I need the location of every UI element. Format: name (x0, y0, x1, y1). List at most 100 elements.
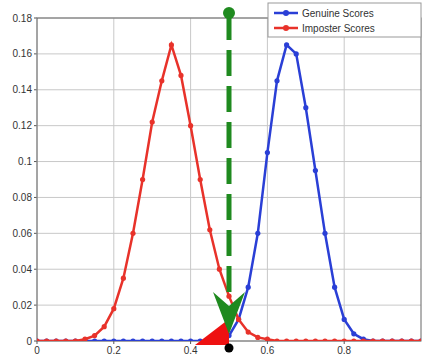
y-tick-label: 0.12 (13, 120, 33, 131)
series-marker (140, 338, 145, 341)
series-marker (198, 177, 203, 182)
series-marker (140, 177, 145, 182)
series-marker (44, 338, 49, 341)
series-marker (342, 338, 347, 341)
series-marker (399, 338, 404, 341)
series-marker (380, 338, 385, 341)
chart: 00.020.040.060.080.10.120.140.160.1800.2… (0, 0, 423, 357)
series-marker (121, 276, 126, 281)
series-marker (150, 338, 155, 341)
x-tick-label: 0 (34, 345, 40, 356)
series-marker (169, 338, 174, 341)
y-tick-label: 0.14 (13, 84, 33, 95)
series-marker (284, 338, 289, 341)
series-marker (255, 335, 260, 340)
series-marker (246, 329, 251, 334)
series-marker (390, 338, 395, 341)
series-marker (294, 338, 299, 341)
series-marker (226, 294, 231, 299)
threshold-start (223, 7, 235, 19)
series-marker (303, 105, 308, 110)
series-marker (236, 317, 241, 322)
series-marker (111, 338, 116, 341)
x-tick-label: 0.6 (260, 345, 274, 356)
series-marker (130, 338, 135, 341)
threshold-arrowhead (213, 292, 245, 334)
threshold-triangle (195, 319, 229, 345)
series-marker (409, 338, 414, 341)
series-marker (217, 267, 222, 272)
y-tick-label: 0 (26, 336, 32, 347)
series-marker (102, 338, 107, 341)
series-marker (44, 338, 49, 341)
series-marker (73, 338, 78, 341)
series-marker (351, 331, 356, 336)
series-marker (390, 338, 395, 341)
series-marker (294, 51, 299, 56)
series-marker (169, 42, 174, 47)
series-marker (159, 78, 164, 83)
series-marker (150, 119, 155, 124)
series-marker (121, 338, 126, 341)
series-marker (370, 338, 375, 341)
threshold-annotation (195, 7, 245, 353)
series-marker (322, 338, 327, 341)
series-marker (303, 338, 308, 341)
background (0, 0, 423, 357)
series-marker (284, 42, 289, 47)
legend-label: Genuine Scores (302, 8, 374, 19)
y-tick-label: 0.16 (13, 48, 33, 59)
threshold-line (227, 14, 232, 300)
series-marker (159, 338, 164, 341)
series-marker (54, 338, 59, 341)
series-marker (418, 338, 421, 341)
legend-label: Imposter Scores (302, 23, 375, 34)
series-marker (63, 338, 68, 341)
series-marker (188, 338, 193, 341)
legend-marker (283, 25, 289, 31)
series-marker (54, 338, 59, 341)
legend: Genuine Scores Imposter Scores (268, 3, 421, 37)
series-marker (37, 338, 40, 341)
y-grid-line (37, 305, 421, 306)
series-marker (274, 78, 279, 83)
x-grid-line (113, 18, 114, 341)
series-marker (82, 337, 87, 341)
series-marker (236, 317, 241, 322)
series-marker (188, 123, 193, 128)
x-grid-line (267, 18, 268, 341)
series-marker (370, 338, 375, 341)
series-marker (92, 338, 97, 341)
series-marker (351, 338, 356, 341)
series-marker (111, 306, 116, 311)
y-tick-label: 0.08 (13, 192, 33, 203)
legend-marker (283, 10, 289, 16)
series-marker (37, 338, 40, 341)
series-marker (313, 338, 318, 341)
series-marker (255, 231, 260, 236)
x-tick-label: 0.8 (337, 345, 351, 356)
y-tick-label: 0.1 (18, 156, 32, 167)
series-marker (399, 338, 404, 341)
series-marker (332, 285, 337, 290)
series-marker (130, 231, 135, 236)
series-marker (265, 337, 270, 341)
series-marker (246, 285, 251, 290)
series-marker (313, 168, 318, 173)
y-tick-label: 0.06 (13, 228, 33, 239)
series-marker (63, 338, 68, 341)
series-marker (265, 150, 270, 155)
series-marker (92, 333, 97, 338)
series-marker (418, 338, 421, 341)
series-marker (73, 338, 78, 341)
series-marker (207, 227, 212, 232)
series-marker (178, 338, 183, 341)
y-tick-label: 0.02 (13, 300, 33, 311)
x-grid-line (344, 18, 345, 341)
series-marker (102, 324, 107, 329)
series-marker (361, 338, 366, 341)
series-marker (178, 73, 183, 78)
series-marker (274, 338, 279, 341)
x-tick-label: 0.4 (184, 345, 198, 356)
y-tick-label: 0.04 (13, 264, 33, 275)
